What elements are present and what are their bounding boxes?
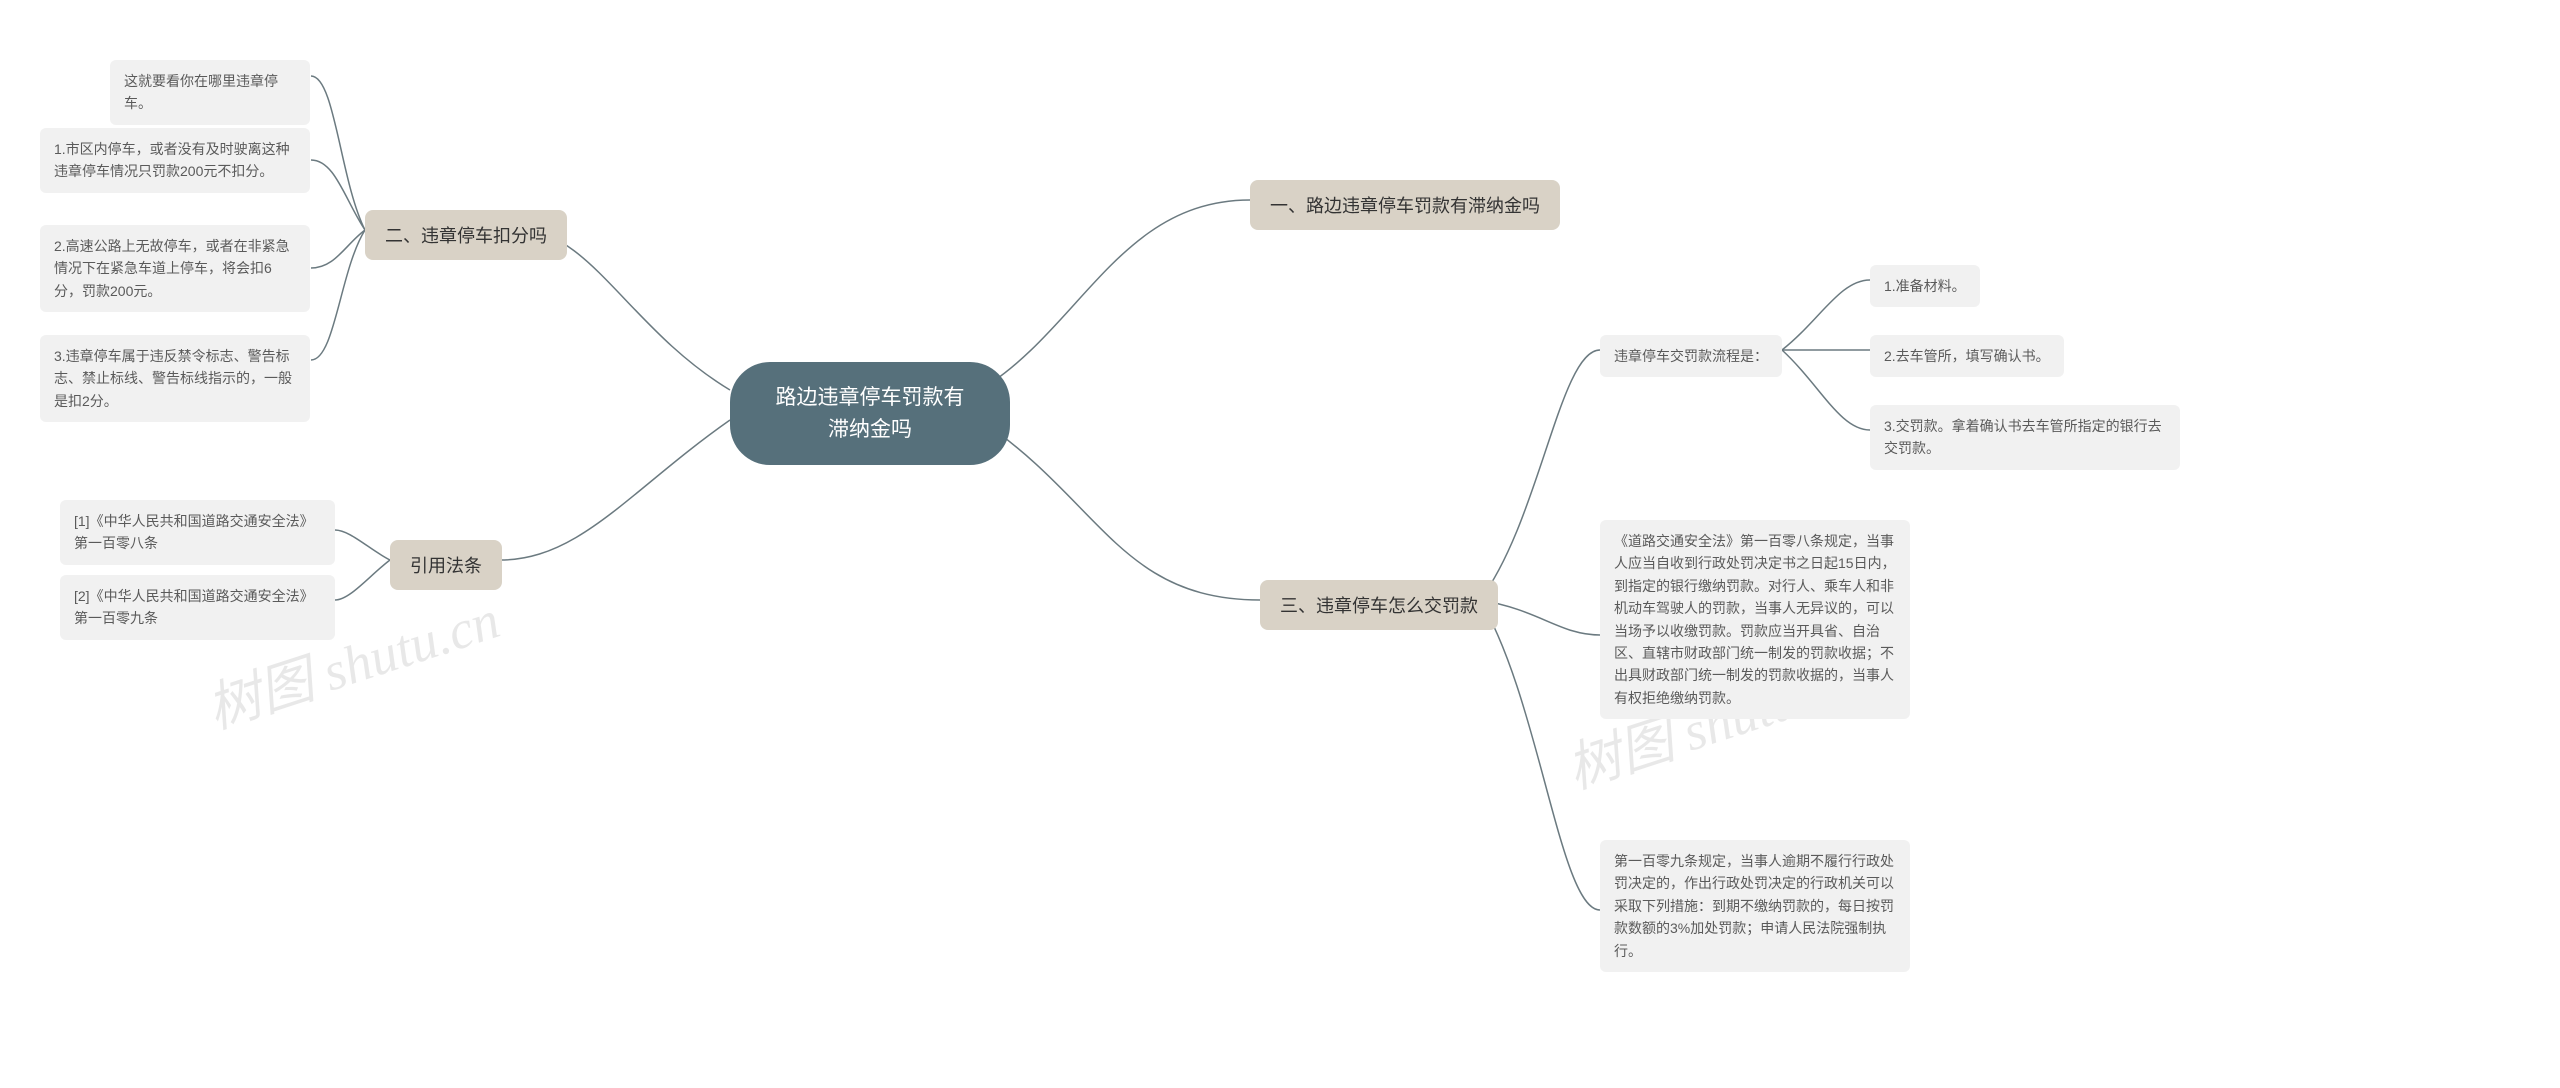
connector-lines: [0, 0, 2560, 1088]
branch-3: 三、违章停车怎么交罚款: [1260, 580, 1498, 630]
leaf-text: 违章停车交罚款流程是：: [1614, 348, 1768, 364]
branch-4-leaf-2: [2]《中华人民共和国道路交通安全法》第一百零九条: [60, 575, 335, 640]
leaf-text: 3.违章停车属于违反禁令标志、警告标志、禁止标线、警告标线指示的，一般是扣2分。: [54, 348, 292, 409]
branch-2: 二、违章停车扣分吗: [365, 210, 567, 260]
leaf-text: 3.交罚款。拿着确认书去车管所指定的银行去交罚款。: [1884, 418, 2162, 456]
leaf-text: 2.高速公路上无故停车，或者在非紧急情况下在紧急车道上停车，将会扣6分，罚款20…: [54, 238, 290, 299]
leaf-text: 第一百零九条规定，当事人逾期不履行行政处罚决定的，作出行政处罚决定的行政机关可以…: [1614, 853, 1894, 959]
leaf-text: 1.市区内停车，或者没有及时驶离这种违章停车情况只罚款200元不扣分。: [54, 141, 290, 179]
branch-3-step-2: 2.去车管所，填写确认书。: [1870, 335, 2064, 377]
leaf-text: 2.去车管所，填写确认书。: [1884, 348, 2050, 364]
branch-4-leaf-1: [1]《中华人民共和国道路交通安全法》第一百零八条: [60, 500, 335, 565]
branch-2-leaf-1: 这就要看你在哪里违章停车。: [110, 60, 310, 125]
branch-3-law-1: 《道路交通安全法》第一百零八条规定，当事人应当自收到行政处罚决定书之日起15日内…: [1600, 520, 1910, 719]
branch-1-label: 一、路边违章停车罚款有滞纳金吗: [1270, 196, 1540, 216]
branch-3-label: 三、违章停车怎么交罚款: [1280, 596, 1478, 616]
branch-1: 一、路边违章停车罚款有滞纳金吗: [1250, 180, 1560, 230]
center-topic: 路边违章停车罚款有滞纳金吗: [730, 362, 1010, 465]
leaf-text: [2]《中华人民共和国道路交通安全法》第一百零九条: [74, 588, 314, 626]
branch-3-step-3: 3.交罚款。拿着确认书去车管所指定的银行去交罚款。: [1870, 405, 2180, 470]
branch-4-label: 引用法条: [410, 556, 482, 576]
branch-3-law-2: 第一百零九条规定，当事人逾期不履行行政处罚决定的，作出行政处罚决定的行政机关可以…: [1600, 840, 1910, 972]
branch-3-step-1: 1.准备材料。: [1870, 265, 1980, 307]
branch-2-leaf-3: 2.高速公路上无故停车，或者在非紧急情况下在紧急车道上停车，将会扣6分，罚款20…: [40, 225, 310, 312]
branch-4: 引用法条: [390, 540, 502, 590]
branch-2-leaf-2: 1.市区内停车，或者没有及时驶离这种违章停车情况只罚款200元不扣分。: [40, 128, 310, 193]
branch-2-leaf-4: 3.违章停车属于违反禁令标志、警告标志、禁止标线、警告标线指示的，一般是扣2分。: [40, 335, 310, 422]
center-title: 路边违章停车罚款有滞纳金吗: [776, 386, 965, 441]
branch-3-process: 违章停车交罚款流程是：: [1600, 335, 1782, 377]
leaf-text: 1.准备材料。: [1884, 278, 1966, 294]
leaf-text: 这就要看你在哪里违章停车。: [124, 73, 278, 111]
leaf-text: 《道路交通安全法》第一百零八条规定，当事人应当自收到行政处罚决定书之日起15日内…: [1614, 533, 1896, 706]
leaf-text: [1]《中华人民共和国道路交通安全法》第一百零八条: [74, 513, 314, 551]
branch-2-label: 二、违章停车扣分吗: [385, 226, 547, 246]
